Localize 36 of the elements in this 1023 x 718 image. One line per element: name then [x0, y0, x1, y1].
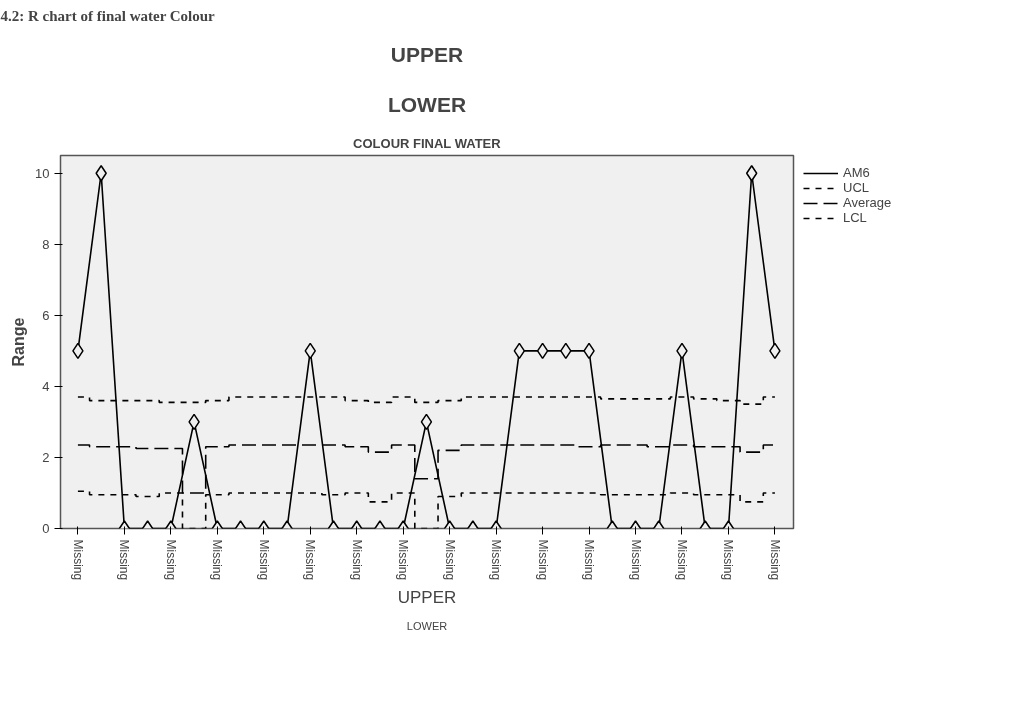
y-tick-label: 10	[35, 165, 50, 181]
y-axis-title: Range	[10, 317, 28, 367]
x-tick-label: Missing	[117, 539, 132, 581]
point	[536, 342, 549, 360]
x-tick-label: Missing	[489, 539, 504, 581]
x-tick-label: Missing	[767, 539, 782, 581]
legend-label: Average	[843, 195, 892, 210]
x-tick-label: Missing	[349, 539, 364, 581]
x-tick-label: Missing	[303, 539, 318, 581]
x-tick-label: Missing	[628, 539, 643, 581]
point	[420, 413, 433, 431]
x-axis-title: UPPER	[397, 588, 457, 608]
x-tick-label: Missing	[70, 539, 85, 581]
chart-title: COLOUR FINAL WATER	[353, 135, 502, 151]
x-tick-label: Missing	[256, 539, 271, 581]
text: LOWER	[387, 93, 467, 116]
legend-label: UCL	[843, 180, 870, 195]
point	[513, 342, 526, 360]
legend-label: LCL	[843, 210, 867, 225]
x-tick-label: Missing	[535, 539, 550, 581]
text: LOWER	[406, 620, 448, 632]
x-tick-label: Missing	[210, 539, 225, 581]
y-tick-label: 6	[42, 307, 50, 323]
x-tick-label: Missing	[442, 539, 457, 581]
x-tick-label: Missing	[674, 539, 689, 581]
x-tick-label: Missing	[721, 539, 736, 581]
text: 4.2: R chart of final water Colour	[0, 7, 216, 24]
y-tick-label: 8	[42, 236, 50, 252]
x-tick-label: Missing	[582, 539, 597, 581]
y-tick-label: 2	[42, 449, 50, 465]
text: UPPER	[390, 43, 464, 66]
y-tick-label: 0	[42, 521, 50, 536]
x-tick-label: Missing	[163, 539, 178, 581]
y-tick-label: 4	[42, 378, 50, 394]
legend-label: AM6	[843, 165, 870, 180]
x-tick-label: Missing	[396, 539, 411, 581]
